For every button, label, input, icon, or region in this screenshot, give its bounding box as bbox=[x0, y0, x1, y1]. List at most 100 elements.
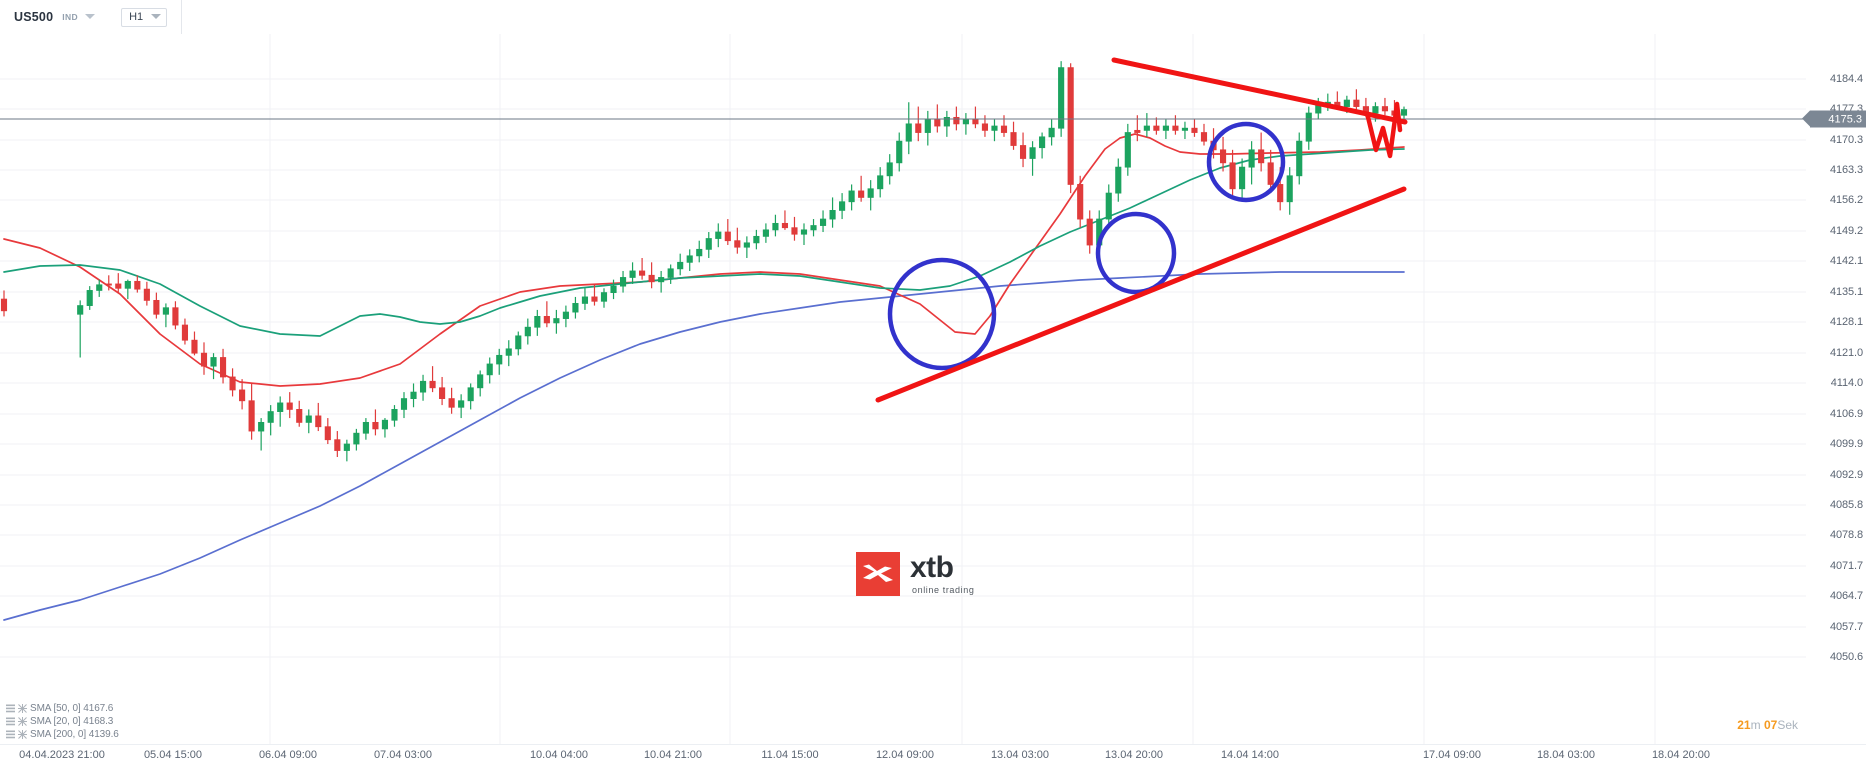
candle-body bbox=[1077, 184, 1084, 220]
legend-row[interactable]: SMA [50, 0] 4167.6 bbox=[6, 702, 119, 715]
blue-circle-2[interactable] bbox=[1095, 211, 1177, 295]
blue-circle-1[interactable] bbox=[887, 257, 997, 371]
candle-body bbox=[991, 125, 998, 131]
candle-body bbox=[648, 274, 655, 283]
settings-icon[interactable] bbox=[6, 717, 15, 726]
candle-body bbox=[181, 324, 189, 341]
candle-body bbox=[877, 175, 884, 190]
candle-body bbox=[1229, 162, 1236, 190]
time-axis[interactable]: 04.04.2023 21:00 05.04 15:00 06.04 09:00 07… bbox=[0, 744, 1866, 767]
candle-body bbox=[1258, 149, 1265, 164]
legend-row[interactable]: SMA [200, 0] 4139.6 bbox=[6, 728, 119, 741]
trendline-lower[interactable] bbox=[875, 186, 1407, 403]
candle-countdown: 21m 07Sek bbox=[1737, 718, 1798, 732]
price-tick-label: 4149.2 bbox=[1829, 225, 1863, 237]
candle-body bbox=[334, 439, 341, 451]
candle-body bbox=[1353, 99, 1360, 107]
candle-body bbox=[1105, 192, 1112, 220]
current-price-value: 4175.3 bbox=[1828, 113, 1862, 125]
xtb-title: xtb bbox=[910, 551, 954, 584]
candle-body bbox=[1067, 67, 1074, 185]
candle-body bbox=[0, 298, 8, 312]
toolbar-divider bbox=[181, 0, 183, 34]
xtb-wordmark: xtb online trading bbox=[910, 553, 974, 595]
time-tick-label: 12.04 09:00 bbox=[875, 749, 935, 761]
candle-body bbox=[410, 391, 417, 400]
candle-body bbox=[400, 398, 408, 410]
timeframe-selector[interactable]: H1 bbox=[121, 7, 168, 27]
sma200-path bbox=[3, 271, 1405, 621]
candle-body bbox=[305, 415, 312, 423]
candle-body bbox=[1010, 132, 1017, 146]
candle-body bbox=[286, 402, 293, 410]
chevron-down-icon[interactable] bbox=[85, 13, 96, 19]
time-tick-label: 05.04 15:00 bbox=[143, 749, 203, 761]
candle-body bbox=[572, 303, 579, 313]
candle-body bbox=[1058, 67, 1065, 129]
price-axis[interactable]: 4184.4 4177.3 4170.3 4163.3 4156.2 4149.2 4142… bbox=[1802, 34, 1866, 745]
candle-body bbox=[77, 305, 84, 315]
candle-body bbox=[248, 400, 255, 432]
candle-body bbox=[581, 296, 589, 304]
trendline-upper[interactable] bbox=[1111, 57, 1408, 125]
time-tick-label: 13.04 03:00 bbox=[990, 749, 1050, 761]
candle-body bbox=[1086, 218, 1093, 246]
price-tick-label: 4128.1 bbox=[1829, 316, 1863, 328]
countdown-minutes: 21 bbox=[1737, 718, 1751, 732]
candle-body bbox=[1134, 129, 1141, 133]
candle-body bbox=[848, 190, 855, 203]
candle-body bbox=[562, 311, 569, 319]
chart-toolbar: US500 IND H1 bbox=[0, 0, 1866, 34]
chevron-down-icon[interactable] bbox=[151, 13, 162, 19]
candle-body bbox=[343, 443, 350, 451]
candle-body bbox=[1296, 140, 1303, 177]
settings-icon[interactable] bbox=[6, 704, 15, 713]
symbol-selector[interactable]: US500 IND bbox=[14, 10, 96, 24]
candle-body bbox=[1248, 149, 1255, 168]
blue-circle-3[interactable] bbox=[1206, 121, 1286, 203]
candle-body bbox=[972, 119, 979, 125]
candle-body bbox=[324, 426, 331, 441]
candle-body bbox=[96, 284, 103, 291]
candle-body bbox=[86, 290, 93, 306]
indicator-legend: SMA [50, 0] 4167.6 SMA [20, 0] 4168.3 SMA … bbox=[6, 702, 119, 741]
time-tick-label: 18.04 03:00 bbox=[1536, 749, 1596, 761]
candle-body bbox=[210, 357, 217, 367]
price-tick-label: 4057.7 bbox=[1829, 621, 1863, 633]
time-tick-label: 10.04 21:00 bbox=[643, 749, 703, 761]
xtb-logo-icon bbox=[856, 552, 900, 596]
close-icon[interactable] bbox=[18, 717, 27, 726]
candle-body bbox=[962, 119, 969, 125]
candle-body bbox=[1172, 125, 1179, 131]
price-tick-label: 4099.9 bbox=[1829, 438, 1863, 450]
settings-icon[interactable] bbox=[6, 730, 15, 739]
zigzag-marker[interactable] bbox=[1365, 101, 1403, 159]
price-tick-label: 4170.3 bbox=[1829, 134, 1863, 146]
candle-body bbox=[219, 357, 227, 378]
candle-body bbox=[1372, 106, 1379, 114]
symbol-kind: IND bbox=[62, 12, 79, 22]
candle-body bbox=[610, 285, 617, 294]
candle-body bbox=[362, 421, 369, 434]
candle-body bbox=[172, 307, 179, 326]
candle-body bbox=[115, 283, 122, 289]
candle-body bbox=[658, 277, 665, 283]
time-tick-label: 04.04.2023 21:00 bbox=[19, 749, 105, 761]
candle-body bbox=[705, 238, 712, 250]
candle-body bbox=[858, 190, 865, 198]
candle-body bbox=[1239, 166, 1246, 190]
chart-plot-area[interactable] bbox=[0, 34, 1806, 745]
legend-row[interactable]: SMA [20, 0] 4168.3 bbox=[6, 715, 119, 728]
countdown-seconds: 07 bbox=[1763, 718, 1778, 732]
candle-body bbox=[277, 402, 284, 412]
candle-body bbox=[1039, 136, 1046, 149]
close-icon[interactable] bbox=[18, 730, 27, 739]
time-tick-label: 10.04 04:00 bbox=[529, 749, 589, 761]
candle-body bbox=[943, 116, 950, 127]
candle-body bbox=[1191, 127, 1198, 133]
close-icon[interactable] bbox=[18, 704, 27, 713]
candle-body bbox=[419, 380, 427, 393]
sma20-line bbox=[3, 148, 1405, 337]
candle-body bbox=[429, 380, 436, 389]
candle-body bbox=[905, 123, 912, 142]
